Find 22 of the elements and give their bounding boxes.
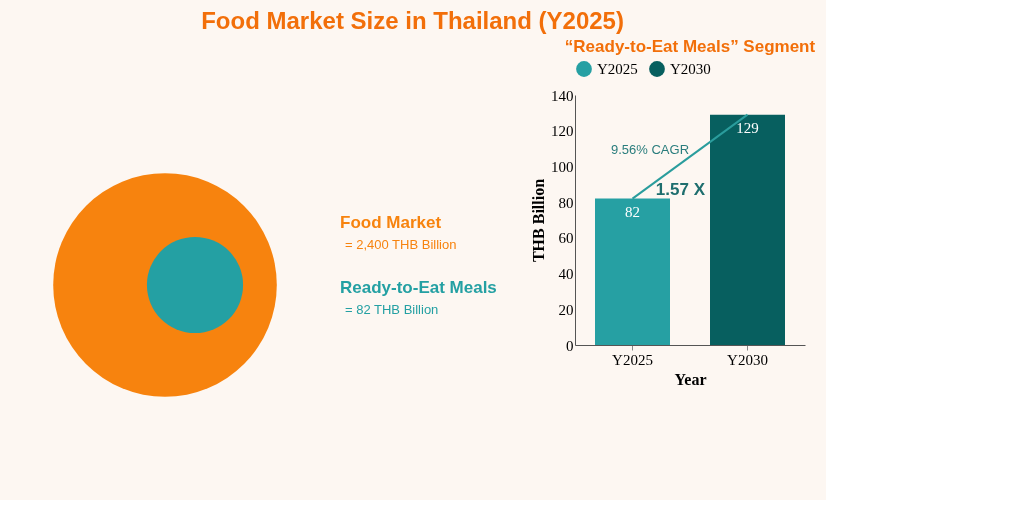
y-tick-label: 40 [558,266,574,283]
y-tick-label: 0 [566,337,574,354]
data-label: 82 [625,203,640,220]
y-tick-label: 60 [558,230,574,247]
data-label: 129 [736,119,759,136]
category-label: Food Market [340,212,442,232]
annotation: 1.57 X [655,180,706,199]
annotation: 9.56% CAGR [610,142,690,157]
y-tick-label: 120 [551,123,574,140]
category-label: Ready-to-Eat Meals [340,277,497,297]
legend-label: Y2030 [670,61,711,77]
y-tick-label: 140 [551,87,574,104]
chart-title: “Ready-to-Eat Meals” Segment [564,37,816,56]
y-tick-label: 80 [558,194,574,211]
data-label: = 82 THB Billion [345,301,439,317]
legend-label: Y2025 [597,61,638,77]
y-tick-label: 100 [551,158,574,175]
data-label: = 2,400 THB Billion [345,236,457,252]
y-tick-label: 20 [558,301,574,318]
x-axis-title: Year [674,370,707,388]
text: Food Market Size in Thailand (Y2025) [201,7,624,34]
y-axis-title: THB Billion [530,178,547,263]
